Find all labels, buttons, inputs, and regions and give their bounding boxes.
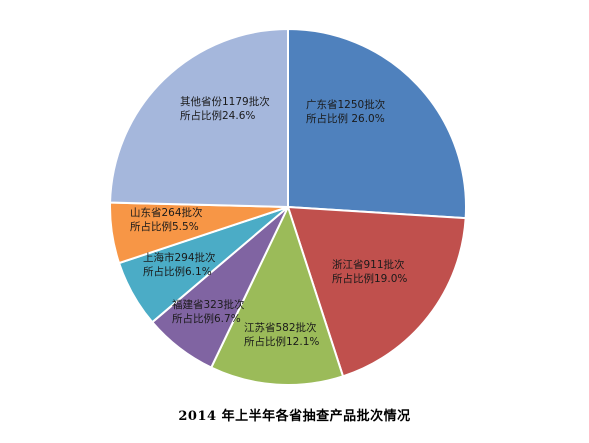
- slice-label-line1: 山东省264批次: [130, 206, 203, 219]
- slice-label-line1: 广东省1250批次: [306, 98, 386, 111]
- slice-label-line2: 所占比例 26.0%: [306, 112, 385, 125]
- slice-label-line2: 所占比例12.1%: [244, 335, 319, 348]
- slice-label-line1: 福建省323批次: [172, 298, 245, 311]
- pie-slice-3: [209, 204, 345, 386]
- slice-label-line1: 上海市294批次: [143, 251, 216, 264]
- slice-label-line2: 所占比例24.6%: [180, 109, 255, 122]
- slice-label-line1: 其他省份1179批次: [180, 95, 270, 108]
- slice-label-line2: 所占比例5.5%: [130, 220, 199, 233]
- slice-label-line1: 浙江省911批次: [332, 258, 405, 271]
- pie-slice-7: [109, 27, 289, 209]
- chart-title: 2014 年上半年各省抽查产品批次情况: [178, 409, 411, 424]
- slice-label-line2: 所占比例6.1%: [143, 265, 212, 278]
- pie-slice-2: [286, 205, 467, 378]
- slice-label-line2: 所占比例19.0%: [332, 272, 407, 285]
- pie-slices: [109, 27, 468, 386]
- slice-label-line2: 所占比例6.7%: [172, 312, 241, 325]
- pie-slice-1: [287, 27, 468, 220]
- slice-label-line1: 江苏省582批次: [244, 321, 317, 334]
